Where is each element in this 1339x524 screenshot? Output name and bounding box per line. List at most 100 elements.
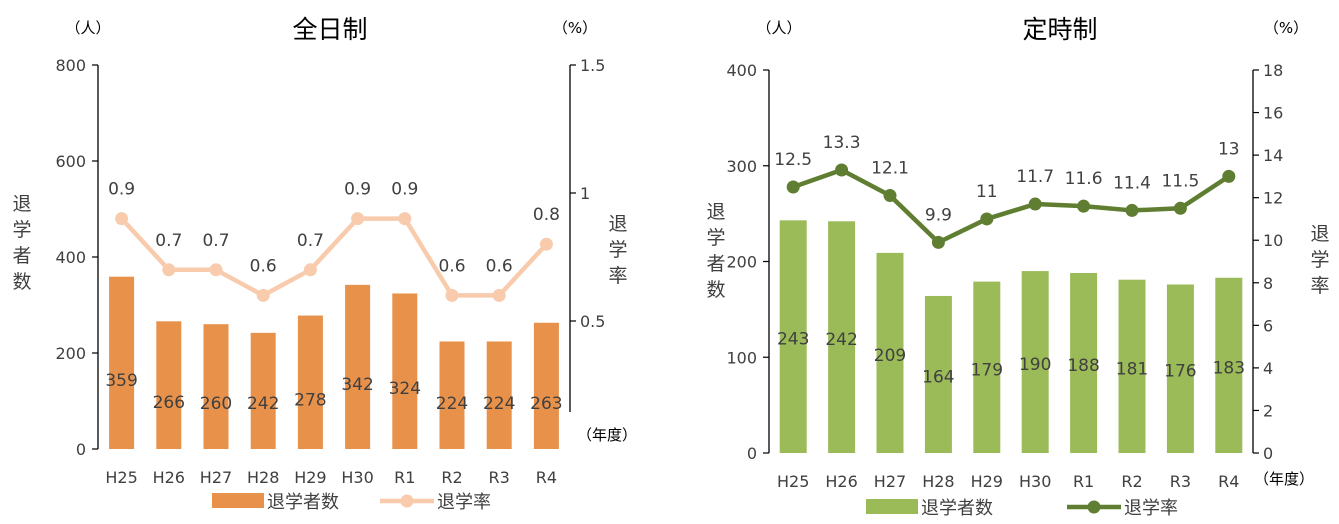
y2-axis-label: 退学率 — [1310, 223, 1329, 297]
bar-value-label: 359 — [105, 371, 137, 391]
rate-value-label: 0.6 — [438, 256, 465, 276]
bar-value-label: 266 — [153, 393, 185, 413]
rate-point — [256, 288, 270, 302]
rate-point — [1222, 169, 1236, 183]
x-tick-label: H26 — [153, 468, 185, 487]
rate-point — [492, 288, 506, 302]
y-axis-label-char: 退 — [706, 201, 725, 223]
bar-value-label: 242 — [825, 330, 857, 350]
bar — [533, 322, 559, 449]
bar-value-label: 176 — [1164, 362, 1196, 382]
x-tick-label: R1 — [1073, 472, 1094, 491]
y2-axis-label: 退学率 — [608, 213, 627, 287]
x-tick-label: R3 — [1170, 472, 1191, 491]
bar — [250, 332, 276, 449]
bar — [1118, 279, 1146, 453]
y-axis-label: 退学者数 — [12, 193, 31, 293]
bar — [439, 341, 465, 449]
rate-value-label: 0.9 — [108, 180, 135, 200]
x-tick-label: H30 — [1019, 472, 1051, 491]
rate-value-label: 0.6 — [486, 256, 513, 276]
bar — [203, 324, 229, 449]
bar-value-label: 209 — [874, 346, 906, 366]
y-tick-label: 200 — [55, 344, 86, 363]
rate-point — [209, 263, 223, 277]
bar — [156, 321, 182, 449]
rate-value-label: 13.3 — [823, 133, 861, 153]
right-axis-unit: （%） — [553, 19, 597, 37]
bar-value-label: 342 — [341, 375, 373, 395]
left-axis-unit: （人） — [756, 19, 801, 37]
y2-tick-label: 4 — [1263, 359, 1273, 378]
y2-axis-label-char: 率 — [1310, 275, 1329, 297]
y-axis-label-char: 学 — [12, 219, 31, 241]
y2-axis-label-char: 退 — [608, 213, 627, 235]
rate-point — [162, 263, 176, 277]
bar — [392, 293, 418, 449]
y-tick-label: 100 — [726, 348, 757, 367]
legend-bar-swatch — [212, 493, 264, 508]
rate-value-label: 11.7 — [1016, 167, 1054, 187]
rate-line — [119, 216, 549, 298]
rate-point — [786, 180, 800, 194]
chart-parttime: 定時制（人） （%）退学者数退学率010020030040002468101214… — [706, 15, 1329, 519]
rate-line — [792, 167, 1231, 245]
y2-axis-label-char: 学 — [1310, 249, 1329, 271]
bar — [779, 220, 807, 453]
x-tick-label: H26 — [825, 472, 857, 491]
bar-value-label: 181 — [1116, 359, 1148, 379]
rate-point — [1077, 199, 1091, 213]
y2-axis-label-char: 退 — [1310, 223, 1329, 245]
y2-tick-label: 10 — [1263, 231, 1283, 250]
rate-value-label: 12.1 — [871, 159, 909, 179]
y-tick-label: 600 — [55, 152, 86, 171]
bar — [828, 221, 856, 453]
y-tick-label: 400 — [726, 61, 757, 80]
x-tick-label: H27 — [200, 468, 232, 487]
x-tick-label: H25 — [105, 468, 137, 487]
y2-tick-label: 18 — [1263, 61, 1283, 80]
rate-point — [445, 288, 459, 302]
bar-value-label: 243 — [777, 330, 809, 350]
y2-tick-label: 8 — [1263, 274, 1273, 293]
rate-value-label: 0.7 — [297, 231, 324, 251]
rate-point — [398, 212, 412, 226]
bar-value-label: 224 — [436, 394, 468, 414]
rate-value-label: 11.4 — [1113, 173, 1151, 193]
bar-value-label: 324 — [389, 379, 421, 399]
bar-value-label: 188 — [1067, 356, 1099, 376]
y2-tick-label: 6 — [1263, 316, 1273, 335]
rate-value-label: 0.9 — [344, 180, 371, 200]
bar — [1070, 272, 1098, 453]
x-tick-label: H27 — [874, 472, 906, 491]
y2-tick-label: 1.5 — [580, 56, 605, 75]
legend-line-marker — [1087, 500, 1101, 514]
bar — [973, 281, 1001, 453]
rate-point — [351, 212, 365, 226]
y2-axis-label-char: 率 — [608, 265, 627, 287]
x-axis-unit: （年度） — [1254, 470, 1314, 488]
chart-title: 全日制 — [292, 15, 367, 44]
x-axis-unit: （年度） — [577, 426, 637, 444]
rate-value-label: 0.9 — [391, 180, 418, 200]
bar — [297, 315, 323, 449]
legend-line-label: 退学率 — [437, 492, 491, 513]
rate-point — [539, 237, 553, 251]
rate-value-label: 0.6 — [250, 256, 277, 276]
rate-value-label: 0.7 — [202, 231, 229, 251]
legend-bar-label: 退学者数 — [267, 492, 339, 513]
bar — [486, 341, 512, 449]
rate-value-label: 9.9 — [925, 205, 952, 225]
x-tick-label: H28 — [247, 468, 279, 487]
rate-point — [835, 163, 849, 177]
bar — [345, 284, 371, 449]
rate-point — [1028, 197, 1042, 211]
bar-value-label: 278 — [294, 390, 326, 410]
y2-tick-label: 0.5 — [580, 312, 605, 331]
y-tick-label: 0 — [76, 440, 86, 459]
bar-value-label: 164 — [922, 367, 954, 387]
x-tick-label: H28 — [922, 472, 954, 491]
bar — [109, 276, 135, 449]
bar — [924, 295, 952, 453]
